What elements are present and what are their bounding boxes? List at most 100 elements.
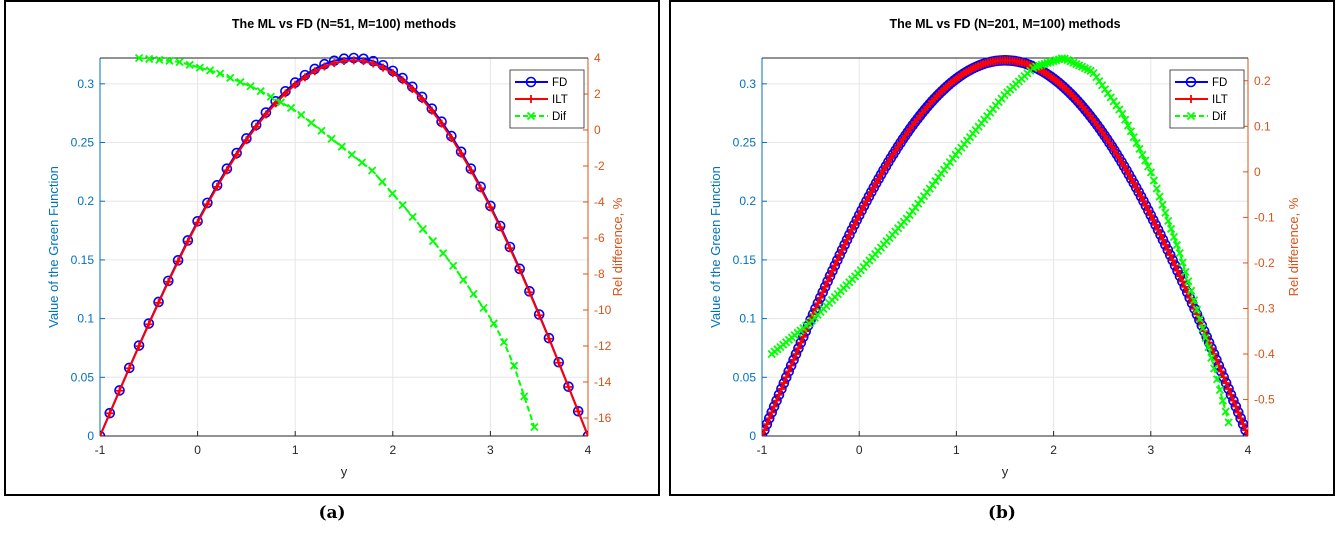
chart-0-y-left-tick-label: 0.05 [71,370,95,384]
chart-0-dif-marker [357,158,367,167]
chart-1-fd-marker [1228,395,1239,406]
chart-0-ilt-marker [505,244,514,253]
chart-0-y-left-tick-label: 0 [87,429,94,443]
chart-1-ilt-marker [1222,379,1231,388]
chart-0-x-tick-label: 3 [487,443,494,457]
chart-1-dif-marker [1132,138,1141,148]
chart-1-dif-marker [1143,162,1153,171]
chart-1-ilt-marker [1158,235,1167,244]
chart-0-dif-marker [499,337,509,347]
chart-0-ilt-marker [222,166,231,175]
chart-0-ilt-marker [174,257,183,266]
chart-1-dif-marker [1221,407,1230,416]
chart-1-dif-marker [1178,258,1187,267]
chart-0-ilt-marker [300,73,309,82]
chart-1-fd-marker [1235,413,1247,424]
chart-1-dif-marker [1181,267,1190,277]
chart-1-ilt-marker [772,396,781,405]
chart-0-y-left-tick-label: 0.25 [71,136,95,150]
chart-1-legend-label-dif: Dif [1212,111,1227,123]
chart-1-fd-marker [815,292,826,304]
chart-0-ilt-marker [291,80,300,89]
chart-1-x-tick-label: 3 [1147,443,1154,457]
chart-1-ilt-marker [770,402,779,411]
chart-1-ilt-marker [830,261,839,270]
chart-1-ilt-marker [1219,373,1228,382]
chart-1-ilt-marker [1161,240,1170,249]
chart-0-dif-marker [307,118,316,127]
chart-1-dif-marker [1135,144,1144,154]
chart-1-ilt-marker [840,240,849,249]
chart-1-fd-marker [783,366,795,377]
chart-1-y-right-tick-label: -0.5 [1254,393,1275,407]
chart-1-x-axis-label: y [1002,464,1009,479]
chart-1-dif-marker [1152,184,1161,193]
chart-0-y-right-tick-label: 4 [594,51,601,65]
chart-0-ilt-marker [574,407,583,416]
chart-1-y-right-tick-label: -0.2 [1254,256,1275,270]
chart-0-legend-marker-dif [526,111,536,121]
chart-1-fd-marker [1240,424,1248,436]
chart-0-ilt-marker [564,382,573,391]
chart-1-ilt-marker [1141,201,1150,210]
chart-1-dif-marker [1129,133,1138,142]
chart-0-ilt-marker [164,277,173,286]
chart-1-ilt-marker [879,166,888,175]
chart-1-ilt-marker [1120,162,1129,171]
chart-1-ilt-marker [1156,230,1165,239]
chart-0-ilt-marker [466,166,475,175]
chart-0-dif-marker [509,361,519,370]
chart-1-ilt-marker [860,201,869,210]
chart-0-dif-marker [155,55,164,65]
chart-1-dif-marker [1164,216,1173,225]
chart-0-ilt-marker [310,67,319,76]
chart-1-ilt-marker [1224,384,1233,393]
chart-1-x-tick-label: 4 [1245,443,1252,457]
chart-0-dif-marker [398,201,407,210]
chart-1-dif-marker [1195,314,1204,324]
chart-0-dif-marker [175,57,184,67]
chart-1-ilt-marker [789,355,798,364]
chart-1-fd-marker [795,337,807,348]
chart-1-dif-marker [1224,418,1233,427]
chart-1-dif-marker [1175,249,1184,258]
chart-1-ilt-marker [1163,245,1172,254]
chart-0-x-tick-label: 2 [389,443,396,457]
chart-1-dif-marker [1207,353,1216,362]
chart-1-fd-marker [1232,407,1244,418]
chart-0-y-right-tick-label: 0 [594,123,601,137]
chart-1-y-left-tick-label: 0.1 [739,312,756,326]
chart-0-y-right-tick-label: -8 [594,267,605,281]
chart-0-fd-marker [123,362,135,374]
chart-0-dif-marker [378,177,387,186]
chart-1-dif-marker [1158,200,1167,209]
chart-0-legend-label-dif: Dif [552,111,567,123]
chart-1-legend: FD ILT Dif [1169,69,1245,129]
chart-1-ilt-marker [867,188,876,197]
chart-0-dif-marker [347,150,357,159]
chart-1-fd-marker [793,343,804,354]
chart-0-ilt-marker [135,342,144,351]
chart-1-y-left-tick-label: 0.25 [733,136,757,150]
chart-0-ilt-marker [154,298,163,307]
chart-1-x-tick-label: -1 [757,443,768,457]
chart-1-ilt-marker [855,211,864,220]
chart-0-dif-marker [185,60,194,69]
chart-0-ilt-marker [232,150,241,159]
chart-1-ilt-marker [1229,396,1238,405]
chart-1-fd-marker [763,413,775,424]
chart-1-fd-marker [1220,377,1232,389]
chart-1-ilt-marker [1241,426,1248,435]
chart-1-ilt-marker [1127,174,1136,183]
chart-0-ilt-marker [486,203,495,212]
chart-1-fd-marker [1213,360,1225,371]
chart-0-dif-marker [479,303,488,312]
caption-b: (b) [988,503,1016,523]
chart-1-ilt-marker [1132,183,1141,192]
chart-1-dif-marker [1204,343,1213,352]
chart-0-x-tick-label: 0 [194,443,201,457]
chart-1-ilt-marker [828,266,837,275]
chart-1-legend-label-fd: FD [1212,77,1227,89]
chart-0-fd-marker [104,407,116,419]
chart-0-y-right-tick-label: -2 [594,159,605,173]
